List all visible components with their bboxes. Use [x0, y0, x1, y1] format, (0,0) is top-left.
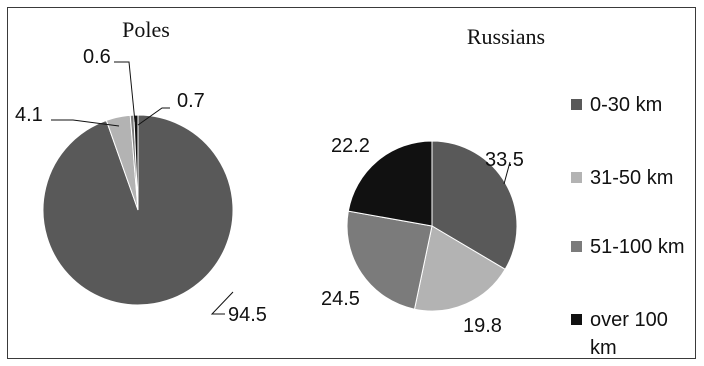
legend-label-31-50km: 31-50 km: [590, 167, 673, 189]
poles-chart-title: Poles: [122, 17, 170, 42]
legend-swatch-0-30km: [571, 99, 582, 110]
russians-slice-51-100-km: [346, 210, 433, 310]
poles-label-51-100km: 0.6: [83, 46, 111, 68]
russians-label-0-30km: 33.5: [485, 149, 524, 171]
legend-label-51-100km: 51-100 km: [590, 236, 685, 258]
russians-leader-lines: [503, 161, 511, 185]
legend-label-over100-line1: over 100: [590, 309, 668, 331]
poles-label-31-50km: 4.1: [15, 104, 43, 126]
russians-slice-over-100-km: [347, 140, 433, 227]
poles-leader-31-50km: [51, 119, 120, 127]
russians-label-over100km: 22.2: [331, 135, 370, 157]
poles-label-over100km: 0.7: [177, 90, 205, 112]
legend-swatch-over100km: [571, 314, 582, 325]
russians-slice-31-50-km: [413, 225, 506, 312]
poles-leader-0-30km: [210, 291, 234, 315]
russians-leader-0-30km: [503, 161, 511, 185]
russians-slice-0-30-km: [431, 140, 518, 270]
russians-label-51-100km: 24.5: [321, 288, 360, 310]
russians-label-31-50km: 19.8: [463, 315, 502, 337]
poles-leader-lines: [51, 61, 234, 315]
poles-label-0-30km: 94.5: [228, 304, 267, 326]
legend-swatch-31-50km: [571, 172, 582, 183]
legend-label-over100-line2: km: [590, 337, 617, 359]
poles-leader-51-100km: [114, 61, 136, 123]
poles-pie: [42, 114, 234, 306]
russians-pie: [346, 140, 518, 312]
legend-label-0-30km: 0-30 km: [590, 94, 662, 116]
legend-swatch-51-100km: [571, 241, 582, 252]
legend: 0-30 km 31-50 km 51-100 km over 100 km: [571, 94, 685, 359]
russians-chart-title: Russians: [467, 24, 545, 49]
poles-leader-over100km: [137, 107, 170, 126]
